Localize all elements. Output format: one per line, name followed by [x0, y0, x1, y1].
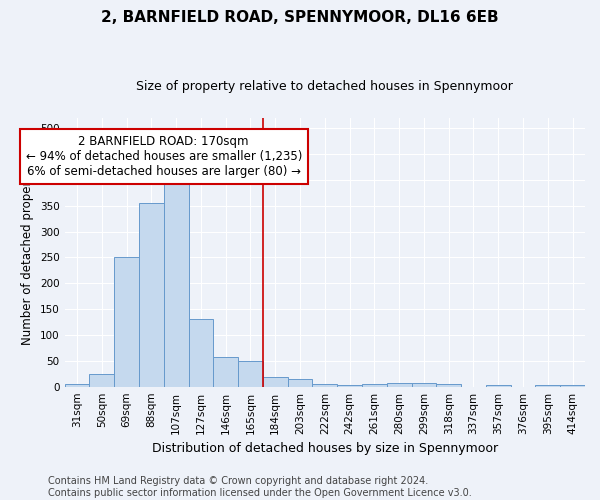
Text: Contains HM Land Registry data © Crown copyright and database right 2024.
Contai: Contains HM Land Registry data © Crown c… — [48, 476, 472, 498]
Bar — [139, 203, 164, 386]
Bar — [436, 384, 461, 386]
Bar — [188, 320, 213, 386]
Bar — [486, 385, 511, 386]
Bar — [412, 383, 436, 386]
Bar — [65, 384, 89, 386]
Bar — [560, 385, 585, 386]
Bar — [313, 384, 337, 386]
Title: Size of property relative to detached houses in Spennymoor: Size of property relative to detached ho… — [136, 80, 513, 93]
Text: 2 BARNFIELD ROAD: 170sqm
← 94% of detached houses are smaller (1,235)
6% of semi: 2 BARNFIELD ROAD: 170sqm ← 94% of detach… — [26, 135, 302, 178]
Bar — [89, 374, 114, 386]
Bar — [362, 384, 387, 386]
Bar — [535, 385, 560, 386]
Bar — [287, 379, 313, 386]
Bar — [114, 258, 139, 386]
Bar — [263, 377, 287, 386]
Bar — [238, 362, 263, 386]
X-axis label: Distribution of detached houses by size in Spennymoor: Distribution of detached houses by size … — [152, 442, 498, 455]
Text: 2, BARNFIELD ROAD, SPENNYMOOR, DL16 6EB: 2, BARNFIELD ROAD, SPENNYMOOR, DL16 6EB — [101, 10, 499, 25]
Bar — [213, 356, 238, 386]
Bar — [337, 385, 362, 386]
Bar — [164, 178, 188, 386]
Bar — [387, 383, 412, 386]
Y-axis label: Number of detached properties: Number of detached properties — [22, 159, 34, 345]
